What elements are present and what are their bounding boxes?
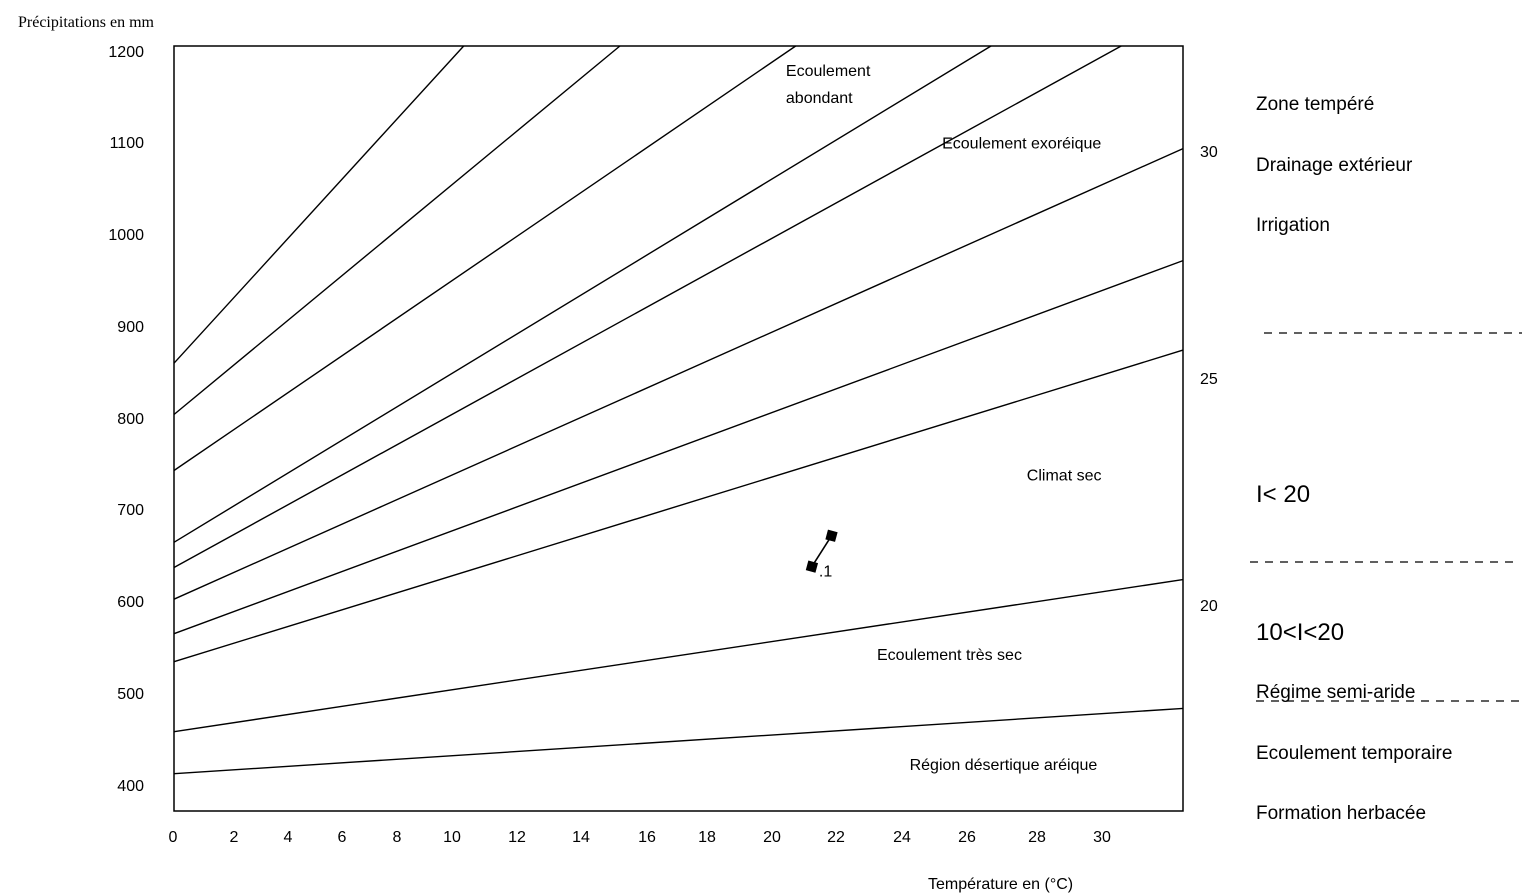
annotations-layer: Ecoulement abondant Ecoulement exoréique Cl… bbox=[786, 63, 1102, 774]
x-tick-label-10: 10 bbox=[443, 829, 461, 846]
x-tick-label-24: 24 bbox=[893, 829, 911, 846]
series-line-3 bbox=[173, 45, 797, 472]
series-line-4 bbox=[173, 45, 992, 543]
y-tick-label-700: 700 bbox=[117, 502, 144, 519]
x-tick-label-26: 26 bbox=[958, 829, 976, 846]
points-connector bbox=[811, 535, 833, 568]
x-axis-title: Température en (°C) bbox=[928, 876, 1073, 893]
x-tick-label-8: 8 bbox=[393, 829, 402, 846]
annotation-1: Ecoulement bbox=[786, 63, 871, 80]
annotation-6: Région désertique aréique bbox=[910, 757, 1098, 774]
y-tick-label-400: 400 bbox=[117, 778, 144, 795]
x-tick-label-6: 6 bbox=[338, 829, 347, 846]
x-ticks-layer: 0 2 4 6 8 10 12 14 16 18 20 22 24 26 28 30 bbox=[169, 829, 1111, 846]
y-tick-label-900: 900 bbox=[117, 319, 144, 336]
y-tick-label-1100: 1100 bbox=[110, 135, 145, 152]
side-label-range-10-20: 10<I<20 bbox=[1256, 619, 1344, 646]
x-tick-label-0: 0 bbox=[169, 829, 178, 846]
series-line-8 bbox=[173, 349, 1184, 663]
series-line-1 bbox=[173, 45, 465, 364]
plot-frame bbox=[173, 45, 1184, 812]
x-tick-label-12: 12 bbox=[508, 829, 526, 846]
x-tick-label-2: 2 bbox=[230, 829, 239, 846]
data-point-label-1: .1 bbox=[819, 564, 832, 581]
x-tick-label-16: 16 bbox=[638, 829, 656, 846]
x-tick-label-14: 14 bbox=[572, 829, 590, 846]
side-label-regime: Régime semi-aride bbox=[1256, 682, 1415, 703]
right-ticks-layer: 30 25 20 bbox=[1200, 144, 1218, 615]
points-layer: .1 bbox=[805, 529, 838, 581]
annotation-5: Ecoulement très sec bbox=[877, 647, 1022, 664]
y-tick-label-500: 500 bbox=[117, 686, 144, 703]
y-tick-label-1200: 1200 bbox=[108, 44, 144, 61]
data-point-1 bbox=[805, 560, 819, 573]
x-tick-label-18: 18 bbox=[698, 829, 716, 846]
side-label-i-lt-20: I< 20 bbox=[1256, 481, 1310, 508]
x-tick-label-22: 22 bbox=[827, 829, 845, 846]
x-tick-label-28: 28 bbox=[1028, 829, 1046, 846]
series-line-7 bbox=[173, 259, 1184, 635]
annotation-2: abondant bbox=[786, 90, 853, 107]
series-line-10 bbox=[173, 707, 1184, 775]
data-point-2 bbox=[825, 529, 838, 542]
y-axis-title: Précipitations en mm bbox=[18, 14, 155, 31]
right-tick-label-25: 25 bbox=[1200, 371, 1218, 388]
side-label-irrigation: Irrigation bbox=[1256, 215, 1330, 236]
right-tick-label-30: 30 bbox=[1200, 144, 1218, 161]
lines-layer bbox=[173, 45, 1184, 775]
x-tick-label-20: 20 bbox=[763, 829, 781, 846]
annotation-4: Climat sec bbox=[1027, 468, 1102, 485]
series-line-2 bbox=[173, 45, 621, 416]
side-label-ecoulement-temporaire: Ecoulement temporaire bbox=[1256, 743, 1452, 764]
y-tick-label-800: 800 bbox=[117, 411, 144, 428]
x-tick-label-4: 4 bbox=[284, 829, 293, 846]
side-label-formation: Formation herbacée bbox=[1256, 803, 1426, 824]
side-label-zone-tempere: Zone tempéré bbox=[1256, 94, 1374, 115]
y-tick-label-1000: 1000 bbox=[108, 227, 144, 244]
side-label-drainage: Drainage extérieur bbox=[1256, 155, 1413, 176]
series-line-5 bbox=[173, 45, 1122, 569]
y-tick-label-600: 600 bbox=[117, 594, 144, 611]
annotation-3: Ecoulement exoréique bbox=[942, 136, 1101, 153]
right-tick-label-20: 20 bbox=[1200, 598, 1218, 615]
series-line-6 bbox=[173, 147, 1184, 600]
x-tick-label-30: 30 bbox=[1093, 829, 1111, 846]
y-ticks-layer: 1200 1100 1000 900 800 700 600 500 400 bbox=[108, 44, 144, 795]
series-line-9 bbox=[173, 578, 1184, 733]
